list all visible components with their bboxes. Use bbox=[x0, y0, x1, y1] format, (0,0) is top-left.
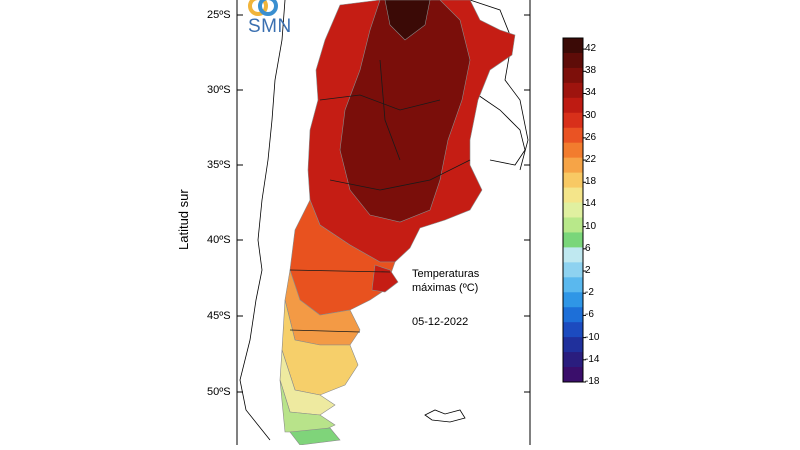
colorbar-segment bbox=[563, 337, 583, 353]
region-east-coast bbox=[371, 264, 399, 293]
province-borders bbox=[289, 59, 471, 333]
colorbar-segment bbox=[563, 247, 583, 263]
colorbar-segment bbox=[563, 367, 583, 383]
colorbar-segment bbox=[563, 262, 583, 278]
colorbar-segment bbox=[563, 187, 583, 204]
region-tierra-del-fuego bbox=[289, 427, 341, 446]
colorbar-tick-label: 6 bbox=[585, 242, 591, 254]
lat-label-35: 35ºS bbox=[207, 159, 231, 171]
colorbar-segment bbox=[563, 112, 583, 129]
lat-label-50: 50ºS bbox=[207, 386, 231, 398]
colorbar-segment bbox=[563, 232, 583, 248]
colorbar-tick-label: 34 bbox=[585, 87, 597, 99]
colorbar-tick-label: -6 bbox=[585, 309, 594, 321]
colorbar-tick-label: 30 bbox=[585, 109, 597, 121]
colorbar-tick-label: 10 bbox=[585, 220, 597, 232]
colorbar-tick-label: -14 bbox=[585, 353, 600, 365]
colorbar-tick-label: -10 bbox=[585, 331, 600, 343]
colorbar-segment bbox=[563, 172, 583, 189]
colorbar-segment bbox=[563, 97, 583, 114]
colorbar-border bbox=[562, 37, 584, 383]
islands bbox=[424, 409, 466, 423]
lat-label-30: 30ºS bbox=[207, 84, 231, 96]
region-hottest bbox=[339, 0, 471, 223]
region-green bbox=[279, 379, 336, 433]
y-axis-label: Latitud sur bbox=[176, 189, 191, 250]
colorbar-tick-label: -18 bbox=[585, 376, 600, 387]
colorbar-tick-label: 42 bbox=[585, 43, 597, 55]
colorbar-segment bbox=[563, 352, 583, 368]
colorbar-segment bbox=[563, 157, 583, 174]
region-extreme-north bbox=[384, 0, 431, 41]
annotation-title-1: Temperaturas bbox=[412, 268, 480, 280]
colorbar-segment bbox=[563, 322, 583, 338]
smn-logo-icon bbox=[248, 0, 278, 16]
colorbar-segment bbox=[563, 127, 583, 144]
colorbar-segment bbox=[563, 277, 583, 293]
colorbar bbox=[562, 37, 586, 383]
colorbar-segment bbox=[563, 292, 583, 308]
colorbar-tick-label: 18 bbox=[585, 176, 597, 188]
argentina-temperature-field bbox=[279, 0, 516, 446]
colorbar-segment bbox=[563, 67, 583, 84]
colorbar-tick-label: -2 bbox=[585, 287, 594, 299]
lat-label-40: 40ºS bbox=[207, 234, 231, 246]
colorbar-tick-label: 38 bbox=[585, 65, 597, 77]
colorbar-segment bbox=[563, 38, 583, 54]
colorbar-segment bbox=[563, 82, 583, 99]
latitude-ticks bbox=[237, 14, 530, 393]
colorbar-segment bbox=[563, 202, 583, 218]
logo-text: SMN bbox=[248, 16, 292, 37]
colorbar-segment bbox=[563, 217, 583, 233]
colorbar-segment bbox=[563, 307, 583, 323]
lat-label-25: 25ºS bbox=[207, 9, 231, 21]
colorbar-tick-label: 22 bbox=[585, 154, 597, 166]
annotation-title-2: máximas (ºC) bbox=[412, 282, 479, 294]
colorbar-tick-label: 26 bbox=[585, 131, 597, 143]
colorbar-segment bbox=[563, 52, 583, 69]
annotation-date: 05-12-2022 bbox=[412, 316, 469, 328]
colorbar-tick-label: 14 bbox=[585, 198, 597, 210]
colorbar-tick-label: 2 bbox=[585, 265, 591, 277]
smn-logo bbox=[244, 0, 304, 44]
lat-label-45: 45ºS bbox=[207, 310, 231, 322]
colorbar-segment bbox=[563, 142, 583, 159]
